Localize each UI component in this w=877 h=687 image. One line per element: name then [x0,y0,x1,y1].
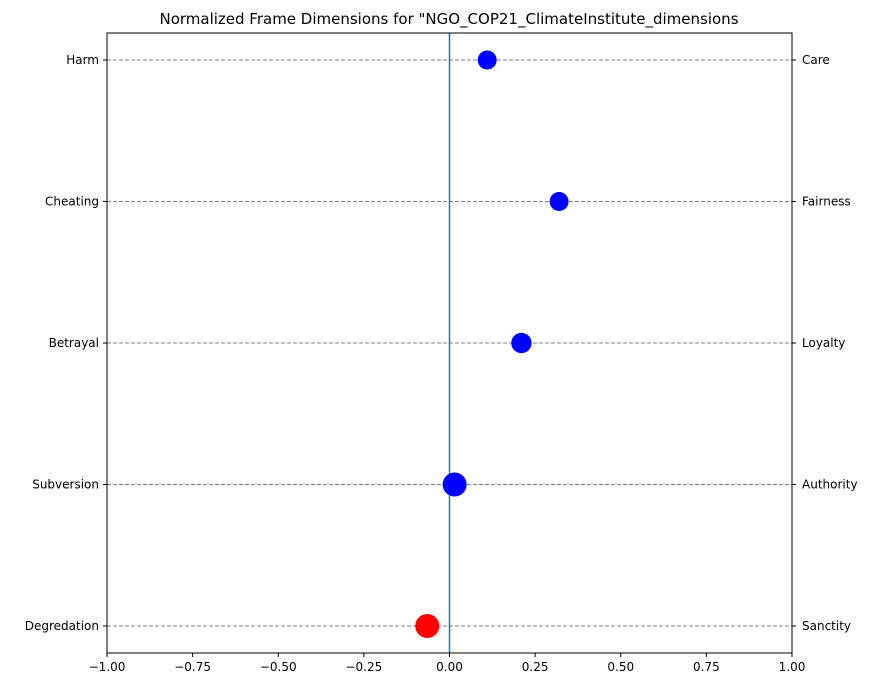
x-tick-label: 0.75 [693,660,720,674]
left-axis: Harm Cheating Betrayal Subversion Degredatio… [25,53,107,633]
right-category-label: Fairness [802,195,851,209]
x-tick-label: 0.25 [522,660,549,674]
x-axis: −1.00 −0.75 −0.50 −0.25 0.00 0.25 0.50 0.75 1.00 [89,653,806,674]
data-point [477,50,497,70]
data-point [549,192,569,211]
data-points [415,50,569,639]
right-category-label: Care [802,53,830,67]
x-tick-label: −1.00 [89,660,126,674]
right-category-label: Authority [802,478,858,492]
left-category-label: Degredation [25,619,99,633]
data-point [511,332,532,354]
left-category-label: Cheating [45,195,99,209]
right-category-label: Sanctity [802,619,851,633]
right-category-label: Loyalty [802,336,845,350]
x-tick-label: 0.00 [436,660,463,674]
x-tick-label: −0.25 [345,660,382,674]
x-tick-label: −0.75 [174,660,211,674]
x-tick-label: −0.50 [260,660,297,674]
left-category-label: Harm [66,53,99,67]
chart-title: Normalized Frame Dimensions for "NGO_COP… [159,10,738,29]
x-tick-label: 1.00 [779,660,806,674]
right-axis: Care Fairness Loyalty Authority Sanctity [792,53,858,633]
left-category-label: Betrayal [49,336,99,350]
data-point [415,613,440,639]
x-tick-label: 0.50 [607,660,634,674]
left-category-label: Subversion [32,478,99,492]
data-point [442,472,467,497]
